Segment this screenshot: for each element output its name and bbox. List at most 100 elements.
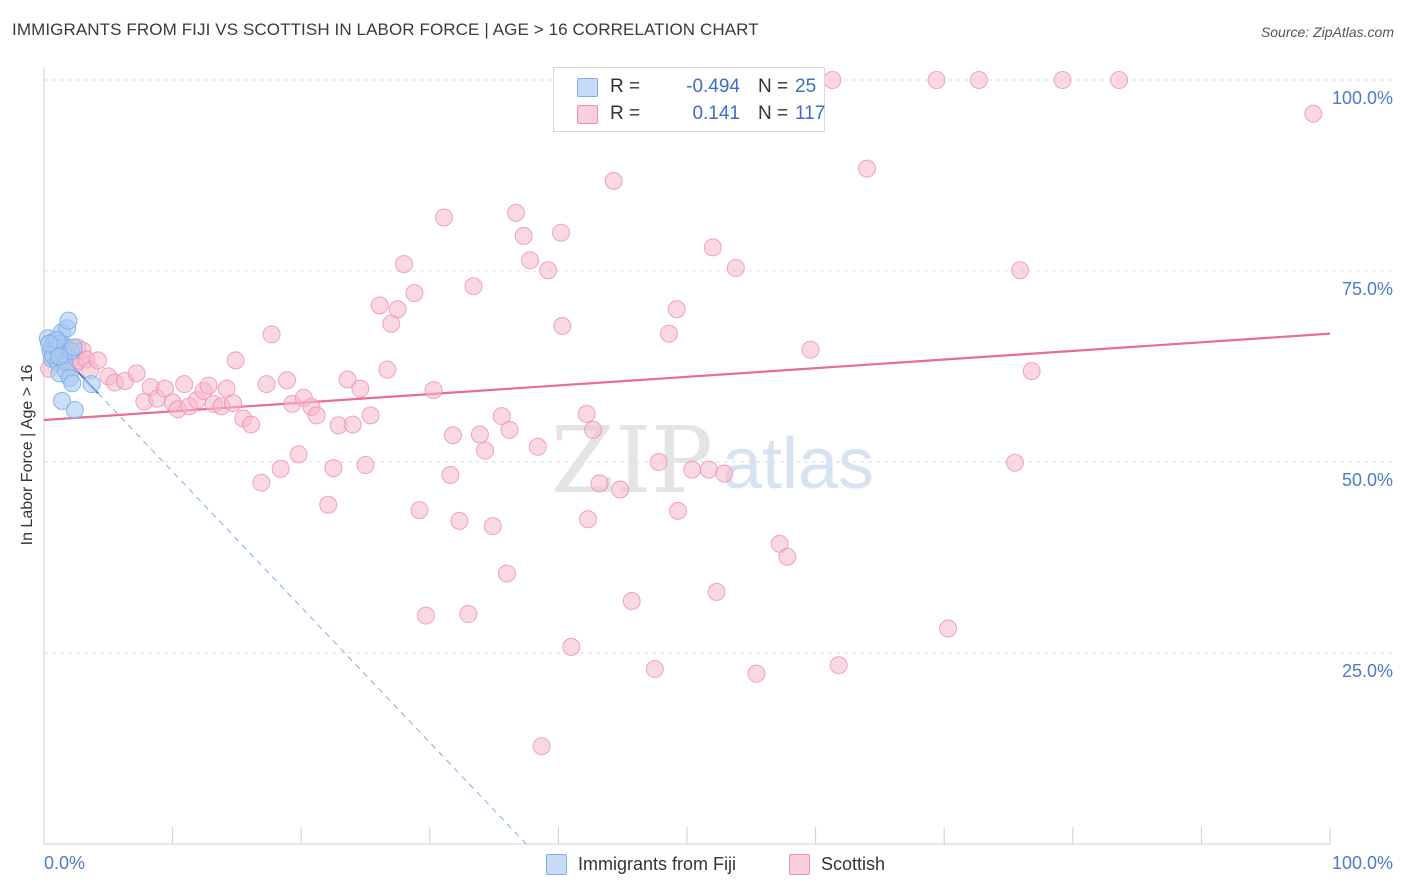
point-scottish xyxy=(424,381,443,400)
point-scottish xyxy=(155,379,174,398)
point-scottish xyxy=(778,547,797,566)
bottom-legend-swatch-scottish xyxy=(789,853,810,875)
axes xyxy=(43,68,1331,845)
tick-labels: 100.0% 75.0% 50.0% 25.0% 0.0% 100.0% xyxy=(44,88,1393,873)
point-scottish xyxy=(699,460,718,479)
point-scottish xyxy=(668,501,687,520)
source-label: Source: ZipAtlas.com xyxy=(1260,24,1394,40)
legend: R = -0.494 N = 25 R = 0.141 N = 117 xyxy=(553,67,825,132)
point-scottish xyxy=(562,637,581,656)
point-scottish xyxy=(127,364,146,383)
point-scottish xyxy=(726,258,745,277)
point-scottish xyxy=(252,473,271,492)
point-scottish xyxy=(747,664,766,683)
point-scottish xyxy=(659,324,678,343)
watermark-zip: ZIP xyxy=(551,407,713,514)
bottom-legend-swatch-fiji xyxy=(546,853,567,875)
point-scottish xyxy=(1005,453,1024,472)
point-scottish xyxy=(289,445,308,464)
point-scottish xyxy=(262,325,281,344)
point-scottish xyxy=(464,277,483,296)
y-tick-label: 100.0% xyxy=(1332,88,1393,108)
point-scottish xyxy=(521,251,540,270)
point-scottish xyxy=(476,441,495,460)
point-scottish xyxy=(343,415,362,434)
bottom-legend-scottish: Scottish xyxy=(789,852,885,876)
legend-n-label: N = xyxy=(758,103,789,124)
data-points xyxy=(38,71,1323,756)
x-tick-label-min: 0.0% xyxy=(44,853,85,873)
point-scottish xyxy=(829,656,848,675)
point-fiji xyxy=(64,338,83,357)
chart-title: IMMIGRANTS FROM FIJI VS SCOTTISH IN LABO… xyxy=(12,20,759,39)
point-scottish xyxy=(405,284,424,303)
point-scottish xyxy=(395,255,414,274)
point-scottish xyxy=(969,71,988,89)
point-scottish xyxy=(611,480,630,499)
legend-row-fiji: R = -0.494 N = 25 xyxy=(577,75,820,99)
point-scottish xyxy=(307,406,326,425)
point-scottish xyxy=(1304,104,1323,123)
point-scottish xyxy=(532,737,551,756)
point-scottish xyxy=(578,510,597,529)
point-scottish xyxy=(378,360,397,379)
watermark-atlas: atlas xyxy=(722,424,874,504)
watermark: ZIP atlas xyxy=(551,407,874,514)
point-scottish xyxy=(590,474,609,493)
point-scottish xyxy=(351,379,370,398)
point-scottish xyxy=(1022,362,1041,381)
point-scottish xyxy=(410,501,429,520)
point-scottish xyxy=(434,208,453,227)
trend-line-fiji-extension xyxy=(97,392,527,845)
point-scottish xyxy=(224,394,243,413)
point-scottish xyxy=(370,296,389,315)
point-fiji xyxy=(50,347,69,366)
point-scottish xyxy=(199,376,218,395)
legend-swatch-fiji xyxy=(577,77,598,97)
x-tick-label-max: 100.0% xyxy=(1332,853,1393,873)
y-tick-label: 50.0% xyxy=(1342,470,1393,490)
point-scottish xyxy=(175,375,194,394)
point-scottish xyxy=(450,511,469,530)
legend-n-value: 25 xyxy=(795,76,817,97)
point-scottish xyxy=(703,238,722,257)
point-scottish xyxy=(459,605,478,624)
point-scottish xyxy=(553,317,572,336)
y-tick-label: 75.0% xyxy=(1342,279,1393,299)
point-scottish xyxy=(715,464,734,483)
point-scottish xyxy=(577,404,596,423)
legend-n-label: N = xyxy=(758,76,789,97)
point-scottish xyxy=(388,300,407,319)
bottom-legend-fiji: Immigrants from Fiji xyxy=(546,852,736,876)
point-scottish xyxy=(361,406,380,425)
point-scottish xyxy=(622,592,641,611)
point-scottish xyxy=(667,300,686,319)
point-scottish xyxy=(500,420,519,439)
point-scottish xyxy=(89,351,108,370)
point-scottish xyxy=(514,226,533,245)
point-scottish xyxy=(649,453,668,471)
point-scottish xyxy=(939,619,958,638)
point-scottish xyxy=(645,660,664,679)
point-scottish xyxy=(506,203,525,222)
point-scottish xyxy=(416,606,435,625)
point-scottish xyxy=(338,370,357,389)
point-scottish xyxy=(707,582,726,601)
point-scottish xyxy=(483,517,502,536)
point-fiji xyxy=(63,374,82,393)
point-scottish xyxy=(823,71,842,89)
point-scottish xyxy=(604,171,623,190)
point-scottish xyxy=(584,420,603,439)
point-scottish xyxy=(271,459,290,478)
point-scottish xyxy=(497,564,516,583)
point-fiji xyxy=(65,401,84,420)
point-fiji xyxy=(40,334,59,353)
point-scottish xyxy=(443,426,462,445)
point-scottish xyxy=(492,407,511,426)
point-scottish xyxy=(551,223,570,242)
grid-lines xyxy=(44,79,1392,654)
trend-line-scottish xyxy=(43,332,1331,422)
point-fiji xyxy=(53,391,72,410)
point-scottish xyxy=(356,456,375,475)
